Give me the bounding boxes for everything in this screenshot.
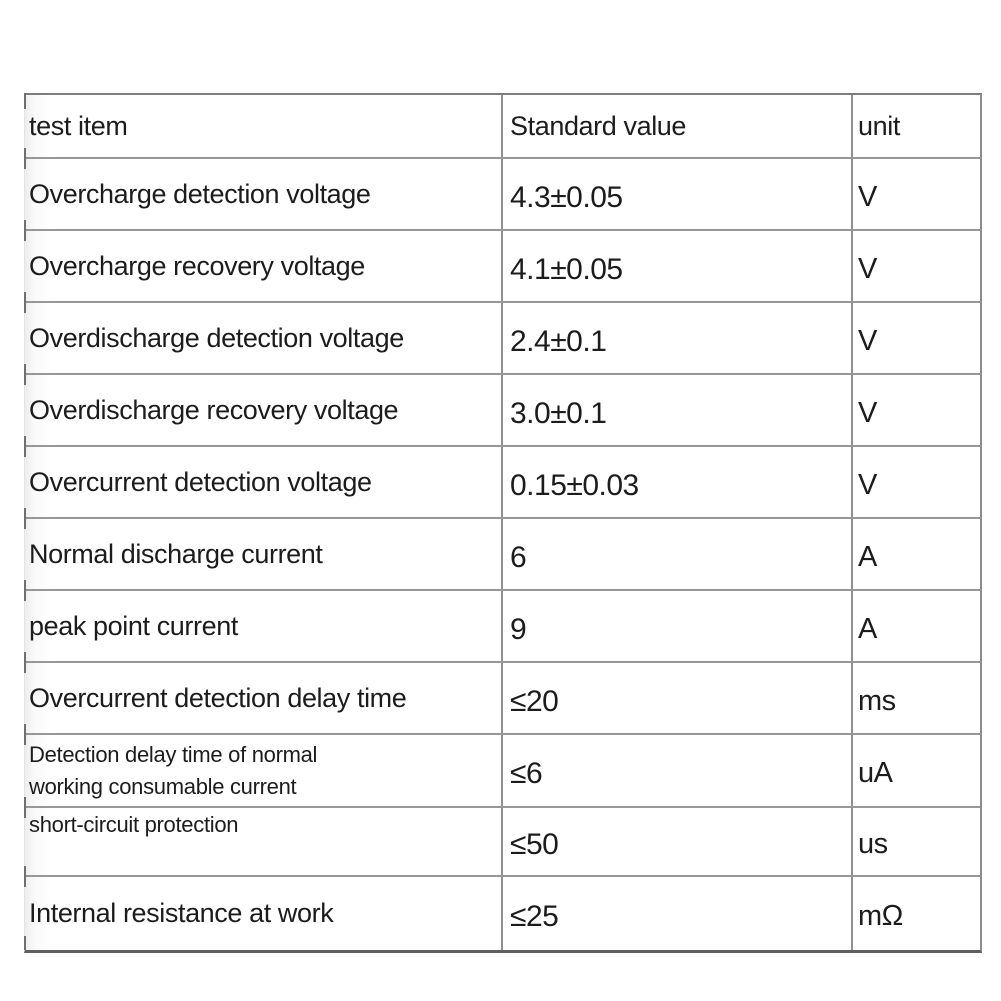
test-item-cell: Overdischarge recovery voltage: [25, 375, 501, 445]
test-item-cell: Detection delay time of normal working c…: [25, 735, 501, 806]
table-header-row: test item Standard value unit: [25, 95, 980, 157]
table-row: Normal discharge current 6 A: [24, 508, 980, 589]
standard-value-cell: ≤20: [501, 663, 851, 733]
column-header-test-item: test item: [25, 95, 501, 157]
table-row: Detection delay time of normal working c…: [24, 724, 980, 806]
table-row: peak point current 9 A: [24, 580, 980, 661]
standard-value-cell: 0.15±0.03: [501, 447, 851, 517]
standard-value-cell: 2.4±0.1: [501, 303, 851, 373]
table-row: Internal resistance at work ≤25 mΩ: [24, 866, 980, 950]
table-row: short-circuit protection ≤50 us: [24, 797, 980, 875]
standard-value-cell: 6: [501, 519, 851, 589]
test-item-cell: Overcharge recovery voltage: [25, 231, 501, 301]
unit-cell: V: [851, 447, 980, 517]
standard-value-cell: 4.3±0.05: [501, 159, 851, 229]
test-item-cell: Overdischarge detection voltage: [25, 303, 501, 373]
table-row: Overcharge detection voltage 4.3±0.05 V: [24, 148, 980, 229]
table-row: Overcharge recovery voltage 4.1±0.05 V: [24, 220, 980, 301]
test-item-cell: Overcurrent detection voltage: [25, 447, 501, 517]
unit-cell: V: [851, 303, 980, 373]
table-row: Overcurrent detection voltage 0.15±0.03 …: [24, 436, 980, 517]
unit-cell: uA: [851, 735, 980, 806]
unit-cell: ms: [851, 663, 980, 733]
column-header-unit: unit: [851, 95, 980, 157]
standard-value-cell: ≤6: [501, 735, 851, 806]
standard-value-cell: ≤50: [501, 808, 851, 875]
test-item-cell: Overcurrent detection delay time: [25, 663, 501, 733]
unit-cell: V: [851, 231, 980, 301]
standard-value-cell: 3.0±0.1: [501, 375, 851, 445]
table-row: Overdischarge recovery voltage 3.0±0.1 V: [24, 364, 980, 445]
unit-cell: A: [851, 519, 980, 589]
test-item-cell: Internal resistance at work: [25, 877, 501, 950]
standard-value-cell: 9: [501, 591, 851, 661]
test-item-cell: Overcharge detection voltage: [25, 159, 501, 229]
unit-cell: mΩ: [851, 877, 980, 950]
unit-cell: A: [851, 591, 980, 661]
test-item-cell: short-circuit protection: [25, 808, 501, 875]
standard-value-cell: ≤25: [501, 877, 851, 950]
unit-cell: V: [851, 375, 980, 445]
spec-table: test item Standard value unit Overcharge…: [24, 93, 982, 953]
table-row: Overdischarge detection voltage 2.4±0.1 …: [24, 292, 980, 373]
unit-cell: us: [851, 808, 980, 875]
standard-value-cell: 4.1±0.05: [501, 231, 851, 301]
test-item-cell: Normal discharge current: [25, 519, 501, 589]
test-item-cell: peak point current: [25, 591, 501, 661]
column-header-standard-value: Standard value: [501, 95, 851, 157]
table-row: Overcurrent detection delay time ≤20 ms: [24, 652, 980, 733]
unit-cell: V: [851, 159, 980, 229]
